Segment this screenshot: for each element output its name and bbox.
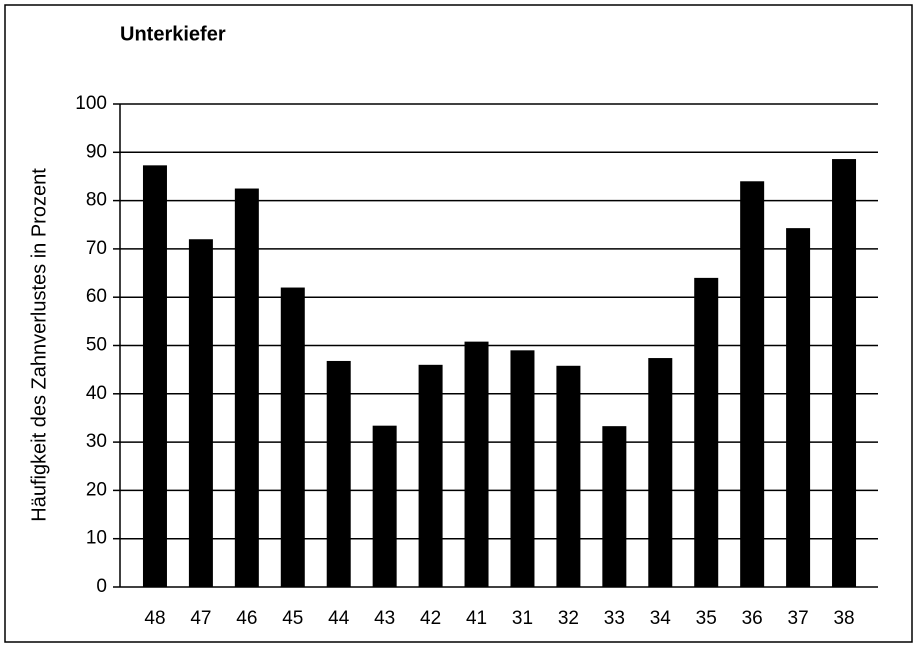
y-tick-label: 30 — [86, 431, 107, 452]
bar — [648, 358, 673, 587]
y-tick-label: 50 — [86, 335, 107, 356]
bar — [832, 159, 857, 587]
x-tick-label: 31 — [512, 608, 533, 629]
y-tick-label: 60 — [86, 286, 107, 307]
bar — [694, 277, 719, 587]
frame — [4, 4, 913, 643]
x-tick-label: 35 — [696, 608, 717, 629]
chart-title: Unterkiefer — [120, 23, 226, 45]
x-tick-label: 47 — [190, 608, 211, 629]
x-tick-label: 43 — [374, 608, 395, 629]
y-tick-label: 20 — [86, 479, 107, 500]
bar — [510, 350, 535, 587]
bar — [280, 287, 305, 587]
x-tick-label: 37 — [788, 608, 809, 629]
x-tick-label: 34 — [650, 608, 672, 629]
x-tick-label: 45 — [282, 608, 303, 629]
x-tick-label: 38 — [833, 608, 854, 629]
x-tick-label: 42 — [420, 608, 441, 629]
bar — [602, 426, 627, 587]
y-tick-label: 70 — [86, 238, 107, 259]
y-tick-label: 0 — [96, 576, 107, 597]
x-tick-label: 48 — [144, 608, 165, 629]
y-tick-label: 10 — [86, 528, 107, 549]
bar — [786, 228, 811, 588]
y-tick-label: 90 — [86, 141, 107, 162]
bar — [326, 360, 351, 587]
y-axis-label: Häufigkeit des Zahnverlustes in Prozent — [28, 168, 50, 522]
bar — [188, 239, 213, 588]
bar — [740, 181, 765, 587]
x-tick-label: 32 — [558, 608, 579, 629]
x-tick-label: 46 — [236, 608, 257, 629]
bar — [464, 341, 489, 587]
bar — [142, 165, 167, 587]
bar — [418, 364, 443, 587]
bar — [234, 188, 259, 587]
y-tick-label: 100 — [75, 93, 107, 114]
x-tick-label: 41 — [466, 608, 487, 629]
y-tick-label: 40 — [86, 383, 107, 404]
bar — [372, 425, 397, 587]
x-tick-label: 33 — [604, 608, 625, 629]
y-tick-label: 80 — [86, 190, 107, 211]
bar — [556, 365, 581, 587]
x-tick-label: 44 — [328, 608, 350, 629]
x-tick-label: 36 — [742, 608, 763, 629]
